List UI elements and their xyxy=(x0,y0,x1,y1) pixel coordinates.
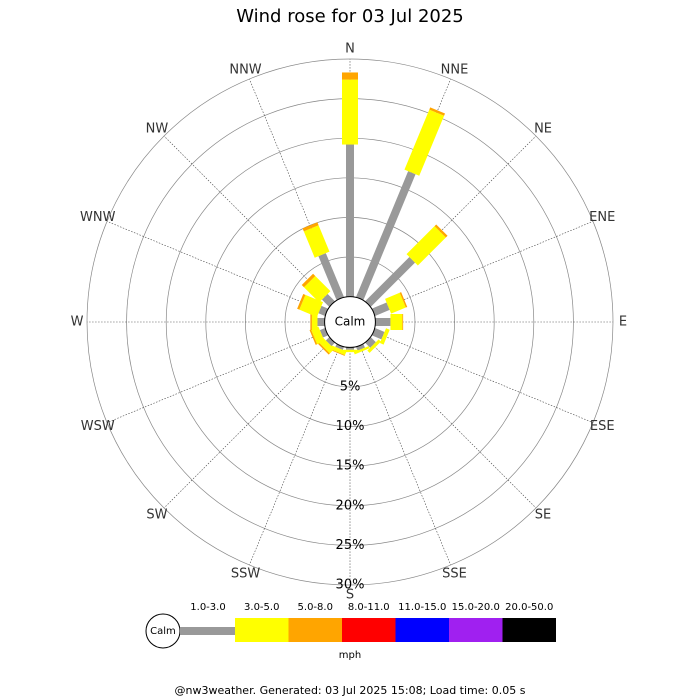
direction-label: ESE xyxy=(590,419,615,434)
direction-label: NW xyxy=(146,121,169,136)
bar-segment xyxy=(335,343,344,350)
bar-segment xyxy=(356,171,416,301)
bar-segment xyxy=(309,329,318,345)
direction-label: W xyxy=(71,315,84,330)
calm-label: Calm xyxy=(335,315,366,329)
legend-label: 8.0-11.0 xyxy=(348,602,390,613)
legend: Calm mph 1.0-3.0 3.0-5.0 5.0-8.0 8.0-11.0 11… xyxy=(145,602,556,661)
r-tick-label: 20% xyxy=(336,498,365,513)
direction-label: WSW xyxy=(81,419,115,434)
bar-segment xyxy=(353,346,370,355)
r-tick-label: 5% xyxy=(340,380,361,395)
legend-swatch xyxy=(235,618,289,642)
bar-segment xyxy=(311,326,325,345)
spoke xyxy=(373,331,594,423)
direction-label: SE xyxy=(535,508,551,523)
direction-label: S xyxy=(346,588,354,603)
direction-label: ENE xyxy=(589,210,615,225)
legend-swatch xyxy=(288,618,342,642)
r-tick-label: 25% xyxy=(336,538,365,553)
bar-segment xyxy=(434,224,448,238)
legend-label: 20.0-50.0 xyxy=(505,602,553,613)
legend-swatch xyxy=(395,618,449,642)
bar-segment xyxy=(342,72,358,80)
footer: @nw3weather. Generated: 03 Jul 2025 15:0… xyxy=(175,684,526,697)
legend-label: 15.0-20.0 xyxy=(452,602,500,613)
legend-swatch xyxy=(502,618,556,642)
spoke xyxy=(106,221,327,313)
spoke xyxy=(106,331,327,423)
bar-segment xyxy=(321,293,335,307)
bar-segment xyxy=(297,293,306,310)
bar-segment xyxy=(356,343,365,351)
direction-label: E xyxy=(619,315,627,330)
r-tick-label: 10% xyxy=(336,419,365,434)
bar-segment xyxy=(402,314,404,330)
r-tick-label: 30% xyxy=(336,578,365,593)
bar-segment xyxy=(365,256,416,307)
bar-segment xyxy=(303,225,330,258)
spoke xyxy=(163,339,333,509)
bar-segment xyxy=(371,328,385,340)
direction-label: WNW xyxy=(80,210,116,225)
legend-label: 3.0-5.0 xyxy=(244,602,279,613)
legend-swatch xyxy=(342,618,396,642)
legend-label: 1.0-3.0 xyxy=(190,602,225,613)
bars xyxy=(297,72,448,356)
spoke xyxy=(249,345,341,566)
direction-label: NE xyxy=(534,121,552,136)
spoke xyxy=(367,339,537,509)
direction-label: NNE xyxy=(441,62,469,77)
legend-swatch xyxy=(180,627,235,635)
direction-label: SSW xyxy=(231,567,261,582)
bar-segment xyxy=(317,342,330,355)
chart-title: Wind rose for 03 Jul 2025 xyxy=(236,6,464,27)
bar-segment xyxy=(365,337,376,348)
bar-segment xyxy=(399,292,408,308)
legend-unit: mph xyxy=(339,650,361,661)
bar-segment xyxy=(325,337,335,347)
bar-segment xyxy=(310,314,312,330)
bar-segment xyxy=(379,328,390,345)
legend-calm-label: Calm xyxy=(150,626,176,637)
bar-segment xyxy=(375,318,391,326)
tick-labels: 5% 10% 15% 20% 25% 30% xyxy=(336,380,365,593)
bar-segment xyxy=(330,345,347,356)
bar-segment xyxy=(302,222,319,232)
legend-swatch xyxy=(449,618,503,642)
bar-segment xyxy=(329,348,345,356)
bar-segment xyxy=(317,318,325,326)
bar-segment xyxy=(346,144,354,297)
bar-segment xyxy=(319,328,329,338)
bar-segment xyxy=(311,314,318,330)
bar-segment xyxy=(406,226,446,266)
direction-label: NNW xyxy=(229,62,261,77)
spoke xyxy=(163,135,333,305)
bar-segment xyxy=(404,109,445,176)
spoke xyxy=(373,221,594,313)
bar-segment xyxy=(342,79,358,145)
legend-label: 11.0-15.0 xyxy=(398,602,446,613)
bar-segment xyxy=(303,275,331,303)
bar-segment xyxy=(346,347,354,350)
calm-circle xyxy=(324,296,376,348)
bar-segment xyxy=(301,273,316,288)
bar-segment xyxy=(385,292,406,314)
bar-segment xyxy=(367,339,381,353)
bar-segment xyxy=(318,253,344,301)
direction-label: SW xyxy=(146,508,167,523)
bar-segment xyxy=(371,302,390,316)
bar-segment xyxy=(429,107,446,116)
direction-label: SSE xyxy=(442,567,467,582)
spoke xyxy=(359,345,451,566)
bar-segment xyxy=(342,349,358,353)
bar-segment xyxy=(390,314,403,330)
direction-label: N xyxy=(345,42,355,57)
r-tick-label: 15% xyxy=(336,459,365,474)
legend-label: 5.0-8.0 xyxy=(298,602,333,613)
